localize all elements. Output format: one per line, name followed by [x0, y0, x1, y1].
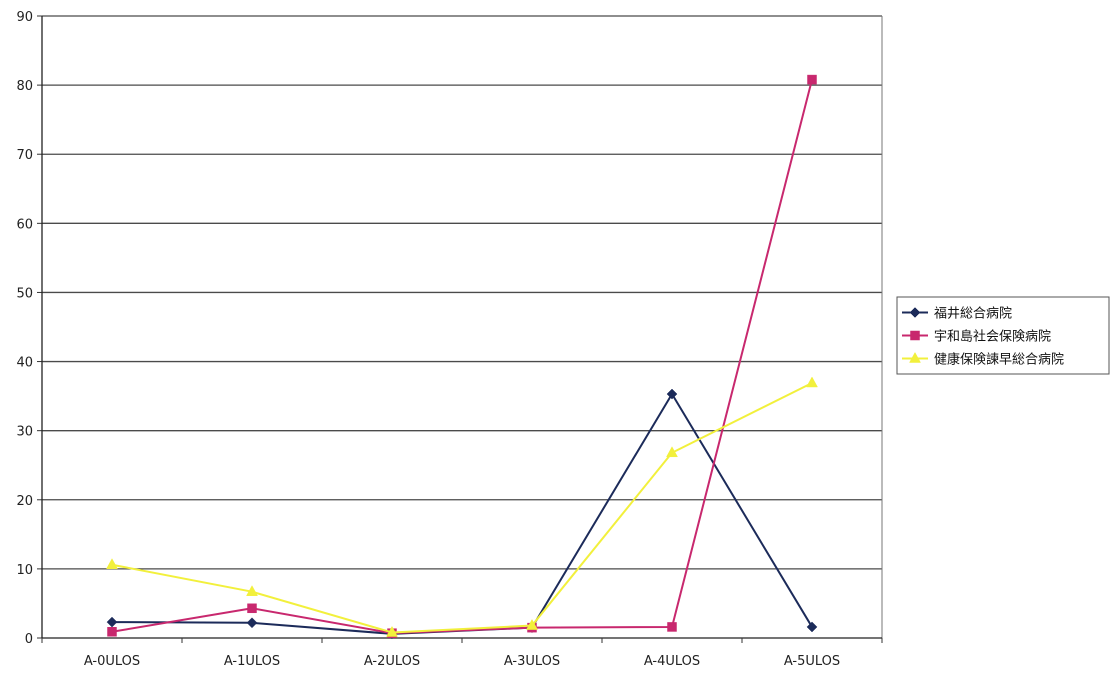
legend-item: 宇和島社会保険病院 — [902, 329, 1051, 345]
x-tick-label: A-0ULOS — [84, 654, 140, 669]
legend-item: 福井総合病院 — [902, 307, 1012, 322]
legend-marker — [910, 330, 920, 341]
data-point — [526, 619, 538, 630]
y-tick-label: 90 — [16, 10, 33, 25]
x-tick-labels: A-0ULOS A-1ULOS A-2ULOS A-3ULOS A-4ULOS A-5UL… — [84, 654, 840, 669]
x-tick-label: A-3ULOS — [504, 654, 560, 669]
data-point — [386, 625, 398, 637]
data-point — [107, 627, 117, 637]
x-tick-label: A-2ULOS — [364, 654, 420, 669]
data-point — [246, 585, 258, 596]
data-point — [667, 622, 677, 632]
data-point — [106, 616, 118, 628]
x-tick-label: A-4ULOS — [644, 654, 700, 669]
y-tick-label: 20 — [16, 494, 33, 509]
y-tick-label: 0 — [25, 632, 33, 647]
data-point — [246, 617, 258, 629]
data-point — [806, 376, 818, 388]
series-lines — [106, 74, 818, 640]
series-line — [111, 79, 813, 635]
x-tick-label: A-5ULOS — [784, 654, 840, 669]
gridlines — [42, 15, 882, 570]
y-tick-labels: 0 10 20 30 40 50 60 70 80 90 — [16, 10, 33, 647]
x-tick-label: A-1ULOS — [224, 654, 280, 669]
legend-box — [896, 296, 1110, 375]
y-tick-label: 40 — [16, 356, 33, 371]
data-point — [666, 388, 678, 400]
y-tick-label: 70 — [16, 148, 33, 163]
legend-marker — [909, 351, 921, 363]
legend-label: 健康保険諫早総合病院 — [934, 352, 1064, 368]
y-tick-label: 10 — [16, 563, 33, 578]
y-tick-label: 80 — [16, 79, 33, 94]
data-point — [106, 558, 118, 569]
y-tick-label: 60 — [16, 217, 33, 232]
y-tick-label: 30 — [16, 425, 33, 440]
series-1 — [107, 74, 817, 638]
legend-marker — [909, 307, 921, 318]
y-tick-label: 50 — [16, 286, 33, 301]
legend-label: 福井総合病院 — [934, 307, 1012, 322]
series-line — [111, 393, 813, 635]
axes — [37, 15, 883, 643]
legend-item: 健康保険諫早総合病院 — [902, 352, 1064, 368]
series-line — [111, 382, 813, 634]
data-point — [247, 603, 257, 614]
legend-label: 宇和島社会保険病院 — [934, 329, 1051, 345]
series-0 — [106, 388, 818, 640]
series-2 — [106, 376, 818, 637]
data-point — [806, 621, 818, 633]
data-point — [807, 74, 817, 85]
data-point — [666, 446, 678, 458]
